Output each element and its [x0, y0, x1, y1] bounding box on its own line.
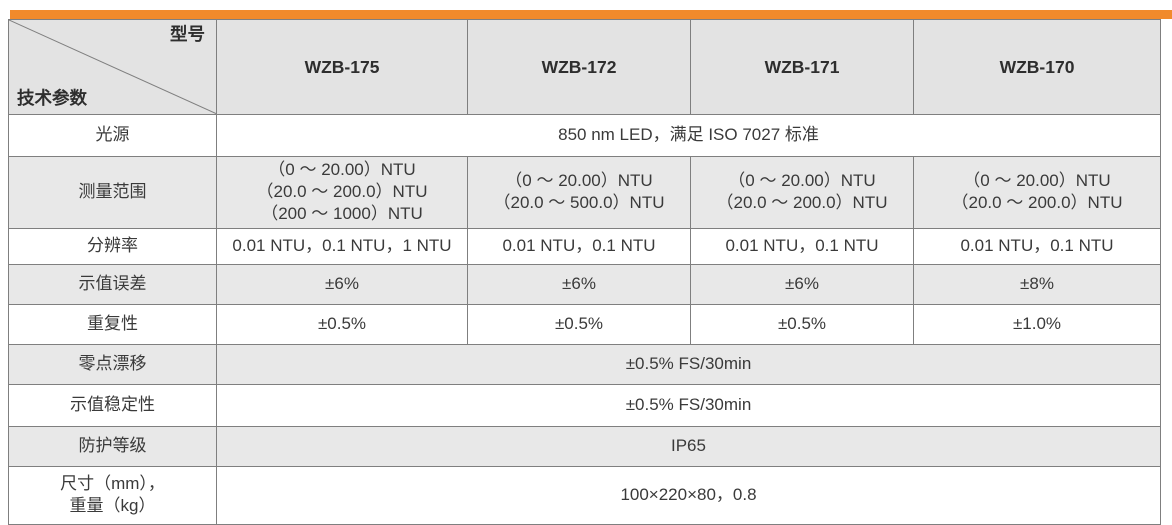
model-header-wzb-170: WZB-170: [913, 19, 1161, 115]
value-repeatability-wzb-175: ±0.5%: [216, 303, 468, 345]
row-label-size-weight: 尺寸（mm）， 重量（kg）: [8, 465, 217, 525]
row-protection-rating: 防护等级 IP65: [8, 425, 1161, 467]
row-light-source: 光源 850 nm LED，满足 ISO 7027 标准: [8, 113, 1161, 157]
row-label-indication-stability: 示值稳定性: [8, 383, 217, 427]
row-zero-drift: 零点漂移 ±0.5% FS/30min: [8, 343, 1161, 385]
value-indication-error-wzb-171: ±6%: [690, 263, 914, 305]
value-repeatability-wzb-170: ±1.0%: [913, 303, 1161, 345]
row-label-zero-drift: 零点漂移: [8, 343, 217, 385]
model-header-wzb-175: WZB-175: [216, 19, 468, 115]
row-indication-stability: 示值稳定性 ±0.5% FS/30min: [8, 383, 1161, 427]
corner-cell: 型号 技术参数: [8, 19, 217, 115]
spec-table: 型号 技术参数 WZB-175 WZB-172 WZB-171 WZB-170 …: [8, 19, 1161, 525]
value-size-weight: 100×220×80，0.8: [216, 465, 1161, 525]
value-indication-error-wzb-172: ±6%: [467, 263, 691, 305]
row-label-resolution: 分辨率: [8, 227, 217, 265]
value-repeatability-wzb-172: ±0.5%: [467, 303, 691, 345]
row-size-weight: 尺寸（mm）， 重量（kg） 100×220×80，0.8: [8, 465, 1161, 525]
value-measuring-range-wzb-171: （0 ～ 20.00）NTU （20.0 ～ 200.0）NTU: [690, 155, 914, 229]
row-indication-error: 示值误差 ±6% ±6% ±6% ±8%: [8, 263, 1161, 305]
value-repeatability-wzb-171: ±0.5%: [690, 303, 914, 345]
row-label-repeatability: 重复性: [8, 303, 217, 345]
table-header-row: 型号 技术参数 WZB-175 WZB-172 WZB-171 WZB-170: [8, 19, 1161, 115]
row-label-light-source: 光源: [8, 113, 217, 157]
diagonal-divider: [9, 20, 216, 114]
value-indication-error-wzb-175: ±6%: [216, 263, 468, 305]
value-protection-rating: IP65: [216, 425, 1161, 467]
value-light-source: 850 nm LED，满足 ISO 7027 标准: [216, 113, 1161, 157]
row-label-protection-rating: 防护等级: [8, 425, 217, 467]
row-label-measuring-range: 测量范围: [8, 155, 217, 229]
value-zero-drift: ±0.5% FS/30min: [216, 343, 1161, 385]
row-resolution: 分辨率 0.01 NTU，0.1 NTU，1 NTU 0.01 NTU，0.1 …: [8, 227, 1161, 265]
corner-model-label: 型号: [170, 24, 205, 44]
accent-bar: [10, 10, 1172, 19]
row-label-indication-error: 示值误差: [8, 263, 217, 305]
value-measuring-range-wzb-175: （0 ～ 20.00）NTU （20.0 ～ 200.0）NTU （200 ～ …: [216, 155, 468, 229]
value-resolution-wzb-171: 0.01 NTU，0.1 NTU: [690, 227, 914, 265]
value-measuring-range-wzb-172: （0 ～ 20.00）NTU （20.0 ～ 500.0）NTU: [467, 155, 691, 229]
model-header-wzb-172: WZB-172: [467, 19, 691, 115]
value-resolution-wzb-172: 0.01 NTU，0.1 NTU: [467, 227, 691, 265]
value-indication-error-wzb-170: ±8%: [913, 263, 1161, 305]
value-measuring-range-wzb-170: （0 ～ 20.00）NTU （20.0 ～ 200.0）NTU: [913, 155, 1161, 229]
value-indication-stability: ±0.5% FS/30min: [216, 383, 1161, 427]
value-resolution-wzb-170: 0.01 NTU，0.1 NTU: [913, 227, 1161, 265]
corner-param-label: 技术参数: [17, 88, 87, 109]
row-repeatability: 重复性 ±0.5% ±0.5% ±0.5% ±1.0%: [8, 303, 1161, 345]
value-resolution-wzb-175: 0.01 NTU，0.1 NTU，1 NTU: [216, 227, 468, 265]
row-measuring-range: 测量范围 （0 ～ 20.00）NTU （20.0 ～ 200.0）NTU （2…: [8, 155, 1161, 229]
model-header-wzb-171: WZB-171: [690, 19, 914, 115]
